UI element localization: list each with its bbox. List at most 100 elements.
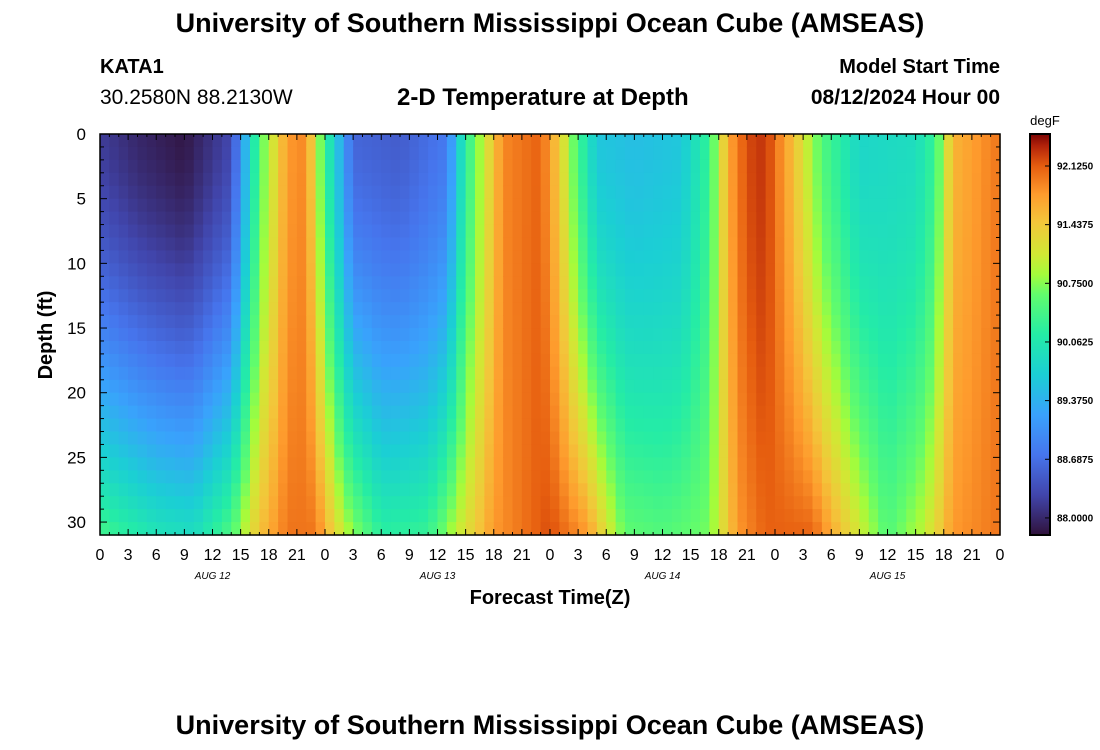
heatmap-cell [268,457,279,471]
heatmap-cell [540,172,551,187]
heatmap-cell [868,328,879,342]
heatmap-cell [203,522,214,536]
heatmap-cell [484,483,495,497]
heatmap-cell [906,146,917,161]
heatmap-cell [934,431,945,446]
heatmap-cell [390,366,401,381]
heatmap-cell [512,353,523,368]
heatmap-cell [540,237,551,252]
heatmap-cell [915,263,926,277]
heatmap-cell [784,457,795,471]
heatmap-cell [690,315,701,329]
heatmap-cell [109,134,120,148]
heatmap-cell [821,263,832,277]
heatmap-cell [221,289,232,303]
heatmap-cell [343,522,354,536]
heatmap-cell [737,431,748,446]
heatmap-cell [925,289,935,303]
heatmap-cell [587,134,598,148]
heatmap-cell [437,483,448,497]
heatmap-cell [306,263,317,277]
heatmap-cell [475,340,485,355]
heatmap-cell [175,134,185,148]
heatmap-cell [334,211,345,226]
heatmap-cell [437,470,448,484]
heatmap-cell [578,522,589,536]
heatmap-cell [878,353,889,368]
heatmap-cell [418,522,429,536]
heatmap-cell [268,353,279,368]
heatmap-cell [381,483,392,497]
heatmap-cell [381,172,392,187]
heatmap-cell [775,444,785,458]
heatmap-cell [531,418,542,433]
heatmap-cell [240,444,251,458]
heatmap-cell [268,509,279,523]
heatmap-cell [503,315,514,329]
heatmap-cell [296,483,307,497]
heatmap-cell [634,237,645,252]
heatmap-cell [709,159,720,174]
heatmap-cell [934,172,945,187]
heatmap-cell [315,159,326,174]
heatmap-cell [578,509,589,523]
x-tick-label: 6 [152,547,161,564]
x-tick-label: 0 [546,547,555,564]
heatmap-cell [484,470,495,484]
heatmap-cell [887,470,898,484]
heatmap-cell [250,146,260,161]
heatmap-cell [212,315,223,329]
heatmap-cell [578,444,589,458]
heatmap-cell [784,250,795,264]
heatmap-cell [915,134,926,148]
heatmap-cell [484,340,495,355]
heatmap-cell [428,431,439,446]
heatmap-cell [634,457,645,471]
heatmap-cell [165,146,176,161]
heatmap-cell [821,276,832,290]
heatmap-cell [643,289,654,303]
heatmap-cell [746,483,757,497]
heatmap-cell [700,172,710,187]
heatmap-cell [906,522,917,536]
heatmap-cell [259,289,270,303]
heatmap-cell [615,185,626,200]
heatmap-cell [268,392,279,407]
heatmap-cell [109,289,120,303]
heatmap-cell [971,224,982,239]
heatmap-cell [343,159,354,174]
heatmap-cell [625,379,635,394]
heatmap-cell [953,470,964,484]
heatmap-cell [690,418,701,433]
heatmap-cell [137,198,148,213]
heatmap-cell [850,418,860,433]
heatmap-cell [146,340,157,355]
heatmap-cell [400,250,410,264]
heatmap-cell [793,250,804,264]
heatmap-cell [568,302,579,316]
heatmap-cell [512,134,523,148]
heatmap-cell [793,211,804,226]
heatmap-cell [550,276,560,290]
heatmap-cell [193,379,204,394]
heatmap-cell [831,185,842,200]
heatmap-cell [381,509,392,523]
heatmap-cell [221,198,232,213]
heatmap-cell [606,470,617,484]
heatmap-cell [578,134,589,148]
heatmap-cell [118,392,129,407]
heatmap-cell [156,211,167,226]
heatmap-cell [775,418,785,433]
heatmap-cell [418,276,429,290]
heatmap-cell [925,237,935,252]
heatmap-cell [559,457,570,471]
heatmap-cell [128,379,139,394]
heatmap-cell [165,237,176,252]
heatmap-cell [840,250,851,264]
heatmap-cell [146,263,157,277]
heatmap-cell [250,237,260,252]
heatmap-cell [775,172,785,187]
heatmap-cell [718,496,729,510]
heatmap-cell [100,250,110,264]
heatmap-cell [212,328,223,342]
